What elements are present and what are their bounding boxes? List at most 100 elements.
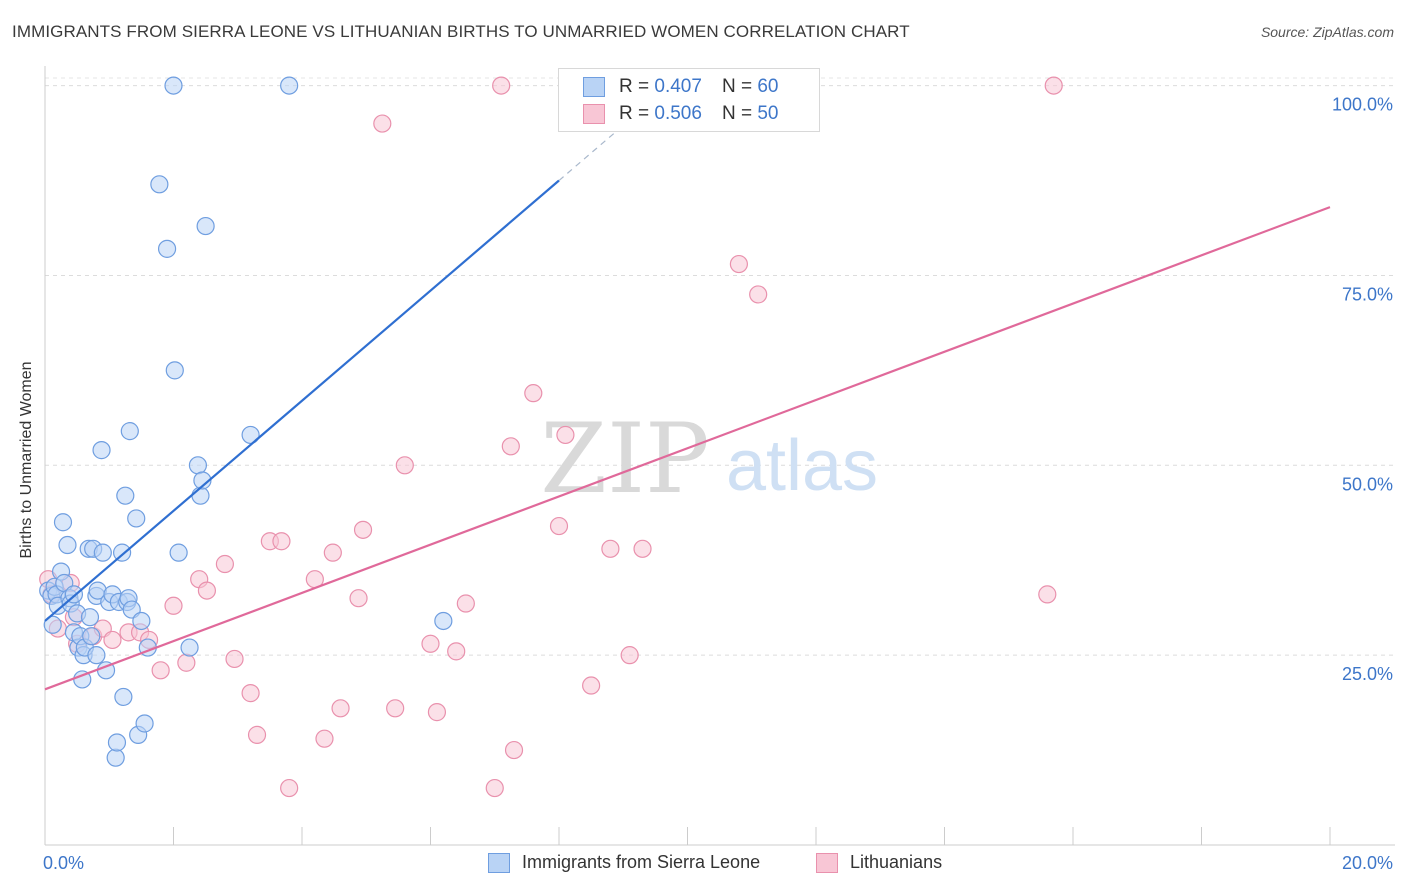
data-point-lithuanians bbox=[485, 778, 504, 798]
x-tick-label-max: 20.0% bbox=[1342, 853, 1393, 873]
y-tick-label: 75.0% bbox=[1342, 284, 1393, 304]
trendline-lithuanians bbox=[44, 206, 1331, 691]
data-point-lithuanians bbox=[620, 646, 639, 665]
trendline-sierra-leone bbox=[44, 179, 560, 622]
chart-title: IMMIGRANTS FROM SIERRA LEONE VS LITHUANI… bbox=[12, 22, 910, 41]
y-axis-label: Births to Unmarried Women bbox=[18, 361, 35, 559]
data-point-sierra-leone bbox=[114, 687, 133, 707]
n-label: N = bbox=[721, 103, 753, 124]
blue-swatch bbox=[488, 852, 510, 873]
data-point-lithuanians bbox=[447, 642, 466, 661]
r-value: 0.407 bbox=[654, 76, 702, 97]
legend-item-sierra-leone[interactable]: Immigrants from Sierra Leone bbox=[488, 852, 760, 873]
y-tick-label: 25.0% bbox=[1342, 664, 1393, 684]
data-point-sierra-leone bbox=[193, 471, 212, 490]
trendlines bbox=[44, 97, 1331, 691]
data-point-sierra-leone bbox=[135, 714, 154, 733]
stats-row-sierra-leone: R = 0.407 N = 60 bbox=[583, 74, 778, 100]
data-point-lithuanians bbox=[349, 589, 368, 608]
y-tick-label: 100.0% bbox=[1332, 95, 1393, 115]
stats-row-lithuanians: R = 0.506 N = 50 bbox=[583, 101, 778, 127]
data-point-lithuanians bbox=[177, 653, 196, 672]
data-point-lithuanians bbox=[280, 778, 299, 798]
y-axis-label-wrap: Births to Unmarried Women bbox=[14, 330, 40, 590]
r-label: R = bbox=[619, 76, 650, 97]
data-point-lithuanians bbox=[386, 699, 405, 718]
data-point-sierra-leone bbox=[127, 509, 146, 528]
data-point-sierra-leone bbox=[164, 76, 183, 95]
data-point-lithuanians bbox=[524, 384, 543, 403]
pink-swatch bbox=[583, 104, 605, 124]
data-point-lithuanians bbox=[633, 539, 652, 558]
blue-swatch bbox=[583, 77, 605, 97]
data-point-sierra-leone bbox=[120, 422, 139, 441]
data-point-lithuanians bbox=[272, 532, 291, 551]
data-point-sierra-leone bbox=[188, 456, 208, 475]
data-point-lithuanians bbox=[504, 740, 524, 760]
data-point-sierra-leone bbox=[180, 638, 199, 657]
data-point-sierra-leone bbox=[92, 441, 111, 460]
data-point-sierra-leone bbox=[112, 543, 132, 562]
data-point-lithuanians bbox=[501, 437, 520, 456]
data-point-sierra-leone bbox=[87, 646, 106, 665]
data-point-sierra-leone bbox=[107, 733, 127, 752]
legend-item-lithuanians[interactable]: Lithuanians bbox=[816, 852, 942, 873]
data-point-lithuanians bbox=[549, 516, 569, 536]
series-legend: Immigrants from Sierra Leone Lithuanians bbox=[0, 852, 1406, 878]
n-value: 50 bbox=[757, 103, 779, 124]
tick-labels: 25.0% 50.0% 75.0% 100.0% 0.0% 20.0% bbox=[43, 95, 1393, 873]
watermark-atlas: atlas bbox=[726, 426, 878, 506]
n-value: 60 bbox=[757, 76, 779, 97]
data-point-sierra-leone bbox=[116, 486, 135, 505]
r-value: 0.506 bbox=[654, 103, 702, 124]
data-point-lithuanians bbox=[582, 676, 601, 695]
source-value[interactable]: ZipAtlas.com bbox=[1313, 24, 1394, 40]
data-point-lithuanians bbox=[601, 539, 620, 558]
data-point-lithuanians bbox=[215, 554, 234, 574]
x-tick-label-min: 0.0% bbox=[43, 853, 84, 873]
data-point-lithuanians bbox=[1044, 76, 1063, 95]
data-point-lithuanians bbox=[164, 596, 183, 615]
gridlines bbox=[45, 77, 1395, 656]
data-point-sierra-leone bbox=[53, 513, 73, 532]
source-attribution: Source: ZipAtlas.com bbox=[1261, 24, 1394, 40]
data-point-sierra-leone bbox=[165, 361, 184, 380]
data-point-lithuanians bbox=[151, 661, 170, 680]
y-tick-label: 50.0% bbox=[1342, 474, 1393, 494]
n-label: N = bbox=[721, 76, 753, 97]
data-point-sierra-leone bbox=[80, 608, 100, 627]
data-point-sierra-leone bbox=[434, 611, 453, 631]
data-point-sierra-leone bbox=[157, 239, 177, 258]
data-point-sierra-leone bbox=[58, 535, 77, 555]
data-point-lithuanians bbox=[556, 425, 575, 445]
data-point-lithuanians bbox=[456, 594, 475, 613]
data-point-sierra-leone bbox=[280, 76, 299, 95]
source-label: Source: bbox=[1260, 24, 1310, 40]
axes bbox=[44, 66, 1395, 846]
legend-label: Lithuanians bbox=[850, 852, 943, 872]
data-point-lithuanians bbox=[331, 699, 350, 718]
watermark-zip: ZIP bbox=[540, 403, 709, 515]
r-label: R = bbox=[619, 103, 650, 124]
data-point-lithuanians bbox=[729, 254, 749, 274]
data-point-lithuanians bbox=[323, 543, 342, 562]
data-point-lithuanians bbox=[315, 729, 334, 748]
data-point-lithuanians bbox=[225, 649, 244, 669]
pink-swatch bbox=[816, 852, 838, 873]
data-point-lithuanians bbox=[749, 285, 768, 304]
data-point-sierra-leone bbox=[93, 543, 112, 562]
data-point-lithuanians bbox=[492, 76, 511, 95]
series-lithuanians bbox=[39, 76, 1063, 798]
stats-legend: R = 0.407 N = 60 R = 0.506 N = 50 bbox=[558, 68, 820, 132]
series-sierra-leone bbox=[39, 76, 453, 767]
data-point-sierra-leone bbox=[132, 611, 151, 631]
data-point-lithuanians bbox=[427, 703, 447, 722]
data-point-lithuanians bbox=[247, 725, 267, 744]
data-point-sierra-leone bbox=[196, 216, 215, 236]
data-point-lithuanians bbox=[353, 520, 373, 539]
data-point-sierra-leone bbox=[191, 486, 210, 505]
legend-label: Immigrants from Sierra Leone bbox=[522, 852, 761, 872]
data-point-lithuanians bbox=[103, 630, 122, 650]
data-point-lithuanians bbox=[395, 456, 414, 475]
